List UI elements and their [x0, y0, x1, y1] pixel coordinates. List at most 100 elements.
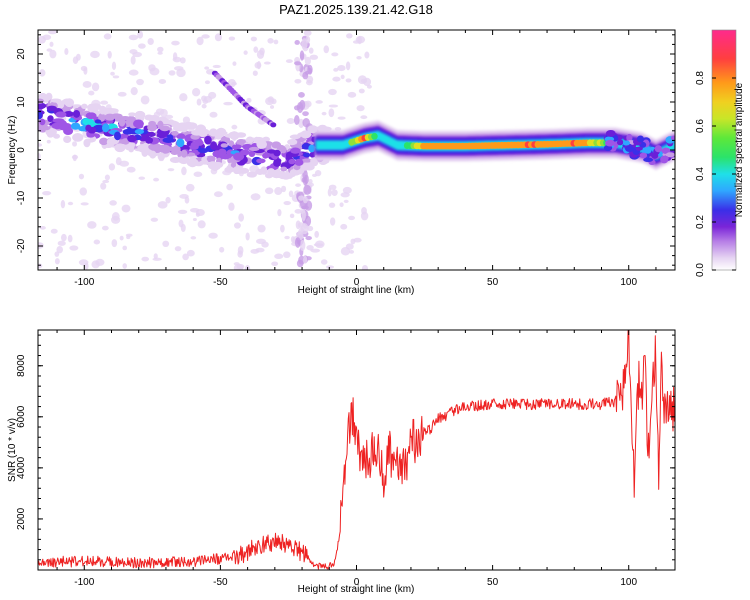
spectrogram-ytick-label: -10 [16, 190, 27, 205]
spectrogram-ridge-blob [173, 144, 181, 154]
spectrogram-ridge-blob [81, 103, 88, 110]
spectrogram-noise-blob [109, 200, 117, 206]
spectrogram-ridge-blob [310, 157, 318, 166]
spectrogram-noise-blob [190, 236, 197, 240]
spectrogram-noise-blob [149, 67, 160, 76]
spectrogram-ridge-blob [99, 137, 109, 146]
spectrogram-xtick-label: 100 [620, 277, 637, 288]
spectrogram-xlabel: Height of straight line (km) [298, 285, 415, 296]
snr-xtick-label: 50 [487, 577, 499, 588]
spectrogram-noise-blob [203, 96, 213, 103]
spectrogram-noise-blob [263, 61, 271, 65]
spectrogram-ridge-blob [280, 166, 288, 172]
spectrogram-ridge-blob [55, 111, 67, 118]
spectrogram-xtick-label: 0 [354, 277, 360, 288]
spectrogram-noise-blob [111, 212, 120, 221]
spectrogram-noise-blob [273, 39, 279, 45]
spectrogram-noise-blob [173, 66, 184, 71]
spectrogram-ridge-blob [171, 130, 179, 136]
spectrogram-noise-blob [48, 30, 57, 35]
spectrogram-noise-blob [128, 34, 139, 41]
snr-ylabel: SNR (10 * v/v) [7, 418, 18, 482]
spectrogram-noise-blob [283, 200, 291, 206]
snr-ytick-label: 2000 [16, 507, 27, 530]
spectrogram-noise-blob [67, 201, 74, 206]
spectrogram-ridge-blob [267, 168, 275, 176]
spectrogram-ridge-blob [605, 130, 616, 137]
spectrogram-noise-blob [323, 45, 330, 54]
spectrogram-ridge-blob [158, 144, 170, 150]
spectrogram-ridge-blob [70, 122, 81, 130]
spectrogram-noise-blob [303, 30, 312, 36]
spectrogram-ridge-blob [162, 137, 175, 143]
spectrogram-ridge-blob [305, 163, 314, 170]
spectrogram-ridge-blob [625, 145, 635, 153]
spectrogram-noise-blob [302, 111, 309, 117]
spectrogram-noise-blob [119, 160, 130, 167]
spectrogram-ridge-blob [46, 105, 57, 112]
spectrogram-noise-blob [119, 235, 124, 241]
spectrogram-noise-blob [307, 225, 314, 232]
spectrogram-noise-blob [307, 64, 313, 75]
spectrogram-noise-blob [107, 50, 112, 59]
spectrogram-ridge-blob [127, 134, 137, 143]
spectrogram-noise-blob [162, 240, 170, 248]
spectrogram-noise-blob [305, 236, 312, 241]
spectrogram-ridge-blob [38, 98, 45, 104]
spectrogram-noise-blob [293, 114, 300, 126]
spectrogram-ridge-blob [262, 152, 271, 158]
spectrogram-noise-blob [332, 76, 341, 82]
spectrogram-ridge-blob [308, 144, 316, 153]
spectrogram-ridge-blob [248, 146, 260, 152]
snr-panel: -100 -50 0 50 100 2000 4000 6000 8000 Height of … [7, 329, 676, 595]
spectrogram-noise-blob [298, 91, 305, 98]
spectrogram-noise-blob [366, 84, 372, 89]
spectrogram-noise-blob [314, 240, 325, 249]
spectrogram-noise-blob [165, 196, 171, 204]
spectrogram-noise-blob [298, 195, 305, 201]
spectrogram-noise-blob [192, 87, 201, 97]
spectrogram-noise-blob [360, 78, 368, 84]
colorbar-tick-label: 0.6 [695, 119, 706, 133]
spectrogram-ridge-blob [128, 112, 136, 117]
spectrogram-noise-blob [349, 250, 354, 254]
spectrogram-ridge-blob [82, 118, 95, 126]
spectrogram-noise-blob [108, 163, 116, 171]
spectrogram-ridge-blob [87, 126, 97, 134]
spectrogram-ridge-blob [46, 131, 55, 138]
spectrogram-noise-blob [302, 256, 308, 264]
snr-series-line [38, 330, 675, 570]
spectrogram-noise-blob [129, 49, 138, 55]
spectrogram-noise-blob [78, 259, 89, 266]
spectrogram-noise-blob [87, 221, 97, 229]
spectrogram-noise-blob [49, 49, 57, 59]
spectrogram-noise-blob [184, 196, 190, 204]
spectrogram-noise-blob [103, 33, 112, 40]
snr-xtick-label: 0 [354, 577, 360, 588]
spectrogram-noise-blob [214, 33, 222, 42]
spectrogram-noise-blob [267, 38, 274, 44]
spectrogram-noise-blob [185, 183, 195, 192]
spectrogram-noise-blob [60, 200, 66, 209]
spectrogram-noise-blob [314, 230, 319, 238]
spectrogram-noise-blob [157, 46, 164, 53]
spectrogram-noise-blob [209, 111, 218, 118]
spectrogram-noise-blob [310, 248, 321, 253]
spectrogram-noise-blob [331, 189, 338, 196]
spectrogram-noise-blob [280, 224, 285, 233]
spectrogram-noise-blob [288, 190, 294, 198]
colorbar-label: Normalized spectral amplitude [734, 82, 745, 217]
spectrogram-noise-blob [141, 256, 150, 262]
spectrogram-noise-blob [327, 188, 332, 197]
spectrogram-noise-blob [337, 116, 346, 120]
spectrogram-ridge-blob [248, 151, 256, 157]
spectrogram-noise-blob [186, 249, 195, 257]
spectrogram-noise-blob [303, 184, 312, 195]
spectrogram-ridge-blob [101, 123, 110, 133]
spectrogram-noise-blob [352, 40, 361, 44]
spectrogram-ridge-blob [294, 158, 304, 166]
spectrogram-noise-blob [111, 239, 118, 248]
spectrogram-noise-blob [267, 96, 274, 103]
spectrogram-noise-blob [54, 251, 60, 257]
spectrogram-noise-blob [328, 88, 337, 96]
